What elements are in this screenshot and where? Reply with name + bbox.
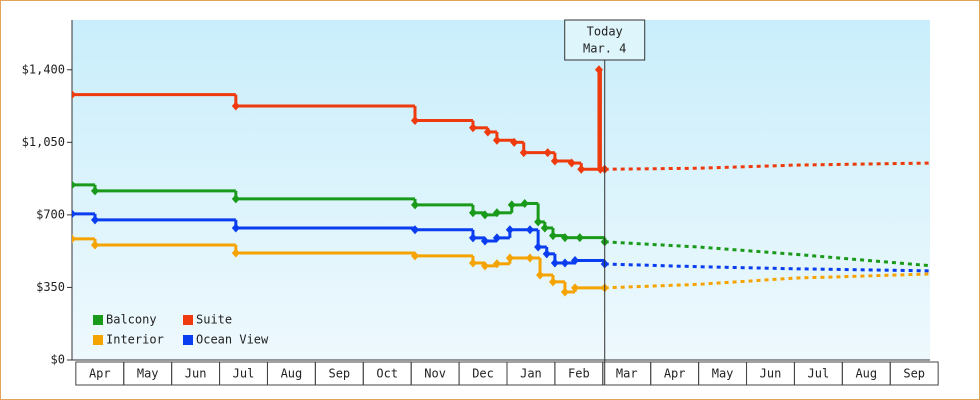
today-label: Today [587, 25, 623, 39]
x-tick-label: Jul [233, 367, 255, 381]
price-point [90, 215, 99, 225]
price-point [543, 148, 552, 158]
x-tick-label: Jun [760, 367, 782, 381]
price-point [519, 148, 528, 158]
x-tick-label: Jun [185, 367, 207, 381]
legend-swatch [93, 315, 103, 325]
price-point [510, 137, 519, 147]
y-tick-label: $1,050 [22, 135, 65, 149]
price-point [468, 208, 477, 218]
series-layer [72, 65, 930, 297]
price-point [231, 101, 240, 111]
x-tick-label: Apr [664, 367, 686, 381]
price-point [560, 233, 569, 243]
price-point [231, 223, 240, 233]
legend-swatch [93, 335, 103, 345]
price-point [567, 158, 576, 168]
price-point [542, 249, 551, 259]
price-point [492, 233, 501, 243]
price-point [540, 223, 549, 233]
price-point [520, 198, 529, 208]
price-point [480, 261, 489, 271]
price-point [72, 209, 76, 219]
x-tick-label: Aug [855, 367, 877, 381]
price-point [577, 164, 586, 174]
price-point [72, 90, 76, 100]
price-point [90, 240, 99, 250]
x-tick-label: Feb [568, 367, 590, 381]
forecast-line [604, 161, 930, 171]
x-tick-label: Sep [328, 367, 350, 381]
price-point [505, 225, 514, 235]
x-tick-label: Sep [903, 367, 925, 381]
price-point [468, 233, 477, 243]
forecast-line [604, 262, 930, 273]
price-point [560, 258, 569, 268]
price-point [90, 186, 99, 196]
legend-label: Ocean View [196, 333, 269, 347]
price-point [72, 234, 76, 244]
price-point [411, 225, 420, 235]
price-point [550, 156, 559, 166]
price-point [231, 194, 240, 204]
price-point [571, 283, 580, 293]
x-tick-label: Apr [89, 367, 111, 381]
axes: $0 $350 $700 $1,050 $1,400 Apr May Jun Jul Aug Sep… [22, 20, 939, 386]
x-tick-label: Aug [281, 367, 303, 381]
price-point [575, 233, 584, 243]
price-point [596, 164, 605, 174]
price-point [492, 259, 501, 269]
legend-label: Balcony [106, 313, 157, 327]
price-point [560, 287, 569, 297]
price-point [548, 277, 557, 287]
price-point [571, 255, 580, 265]
y-tick-label: $350 [36, 280, 65, 294]
price-point [72, 180, 76, 190]
price-point [483, 127, 492, 137]
overlay: Today Mar. 4 Balcony Suite Interior Ocean Vie… [93, 19, 646, 385]
forecast-line [604, 272, 930, 290]
today-box [564, 19, 646, 61]
price-point [507, 200, 516, 210]
y-tick-label: $1,400 [22, 62, 65, 76]
x-tick-label: Dec [472, 367, 494, 381]
x-tick-label: Nov [424, 367, 446, 381]
price-point [550, 258, 559, 268]
x-tick-label: May [137, 367, 159, 381]
price-point [525, 253, 534, 263]
legend-label: Suite [196, 313, 232, 327]
y-tick-label: $0 [51, 353, 65, 367]
x-tick-label: Jul [808, 367, 830, 381]
x-tick-label: Jan [520, 367, 542, 381]
x-tick-cell [889, 361, 939, 386]
price-point [480, 210, 489, 220]
price-point [411, 251, 420, 261]
x-tick-label: Oct [376, 367, 398, 381]
price-point [525, 225, 534, 235]
price-point [492, 135, 501, 145]
price-point [594, 65, 603, 75]
x-tick-label: May [712, 367, 734, 381]
price-point [534, 217, 543, 227]
price-point [231, 248, 240, 258]
price-point [534, 242, 543, 252]
price-point [411, 200, 420, 210]
price-point [468, 258, 477, 268]
price-point [480, 236, 489, 246]
x-tick-label: Mar [616, 367, 638, 381]
price-point [548, 231, 557, 241]
price-point [505, 253, 514, 263]
legend-label: Interior [106, 333, 164, 347]
today-label: Mar. 4 [583, 42, 626, 56]
legend-swatch [183, 335, 193, 345]
y-tick-label: $700 [36, 207, 65, 221]
price-point [468, 123, 477, 133]
price-point [411, 116, 420, 126]
forecast-line [604, 240, 930, 268]
price-point [536, 270, 545, 280]
price-point [492, 208, 501, 218]
legend-swatch [183, 315, 193, 325]
